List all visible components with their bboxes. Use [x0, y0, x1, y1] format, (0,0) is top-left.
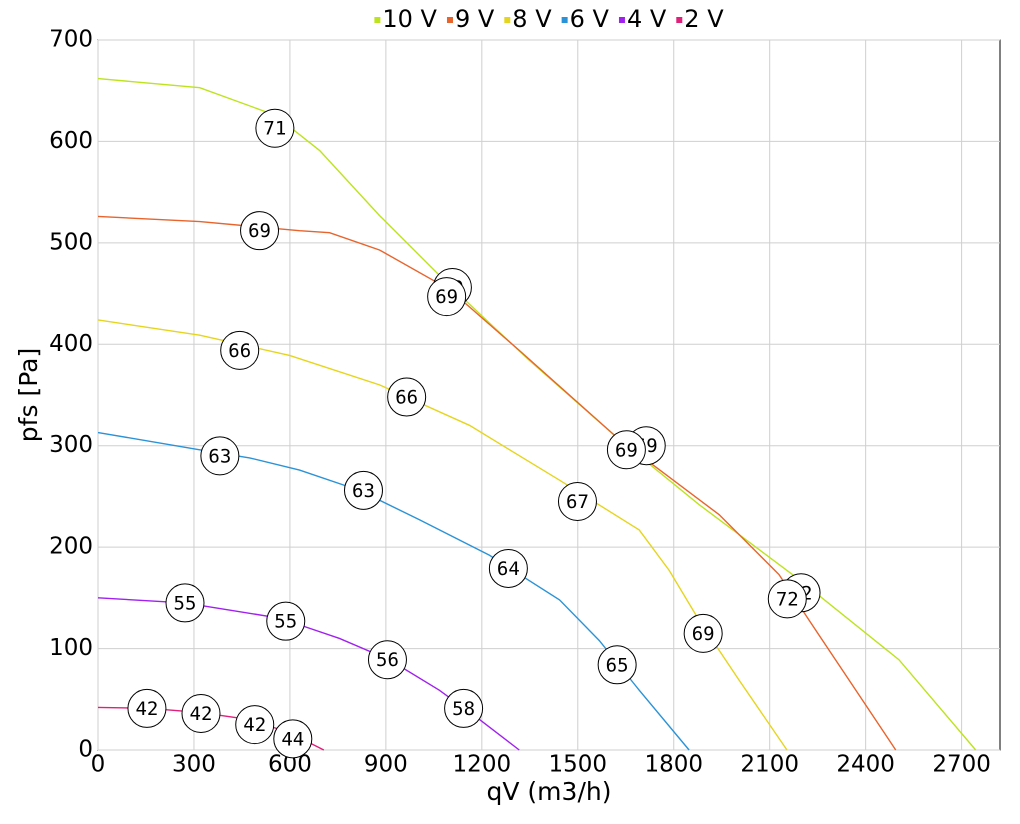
legend-label: 4 V [627, 5, 667, 33]
marker-circle [273, 719, 313, 759]
marker-label: 71 [263, 118, 286, 140]
marker-circle [181, 693, 221, 733]
legend-item: 10 V [374, 5, 438, 33]
marker-circle [200, 436, 240, 476]
marker-label: 56 [376, 649, 399, 671]
y-tick-label: 200 [49, 534, 93, 560]
legend-label: 2 V [684, 5, 724, 33]
y-tick-label: 500 [49, 229, 93, 255]
y-tick-label: 400 [49, 331, 93, 357]
legend-item: 4 V [618, 5, 667, 33]
marker-label: 67 [566, 491, 589, 513]
legend-swatch [374, 17, 381, 23]
marker-circle [127, 688, 167, 728]
marker-circle [444, 688, 484, 728]
legend-item: 6 V [561, 5, 610, 33]
y-tick-label: 700 [49, 27, 93, 53]
series-line [97, 319, 788, 751]
marker-label: 55 [174, 592, 197, 614]
marker-circle [367, 640, 407, 680]
marker-label: 63 [208, 445, 231, 467]
x-tick-label: 1800 [644, 752, 703, 778]
y-tick-label: 600 [49, 128, 93, 154]
marker-label: 66 [395, 387, 418, 409]
y-tick-label: 0 [78, 737, 93, 763]
grid [97, 39, 1000, 751]
legend-label: 6 V [570, 5, 610, 33]
marker-label: 66 [228, 340, 251, 362]
legend-swatch [561, 17, 568, 23]
marker-circle [240, 211, 280, 251]
marker-label: 55 [274, 611, 297, 633]
series-line [97, 597, 520, 751]
legend-swatch [618, 17, 625, 23]
series-line [97, 77, 977, 751]
marker-circle [597, 645, 637, 685]
marker-label: 63 [352, 480, 375, 502]
x-tick-label: 2400 [836, 752, 895, 778]
marker-circle [220, 330, 260, 370]
marker-circle [767, 579, 807, 619]
legend-label: 10 V [382, 5, 437, 33]
marker-label: 42 [190, 703, 213, 725]
legend-label: 8 V [512, 5, 552, 33]
marker-label: 69 [248, 220, 271, 242]
legend-swatch [446, 17, 453, 23]
marker-circle [606, 430, 646, 470]
marker-label: 65 [606, 654, 629, 676]
x-tick-label: 1200 [453, 752, 512, 778]
marker-circle [387, 377, 427, 417]
marker-label: 64 [497, 558, 520, 580]
marker-circle [165, 583, 205, 623]
marker-label: 58 [452, 698, 475, 720]
legend-label: 9 V [455, 5, 495, 33]
marker-circle [427, 277, 467, 317]
x-tick-label: 0 [91, 752, 106, 778]
y-tick-label: 100 [49, 635, 93, 661]
marker-label: 69 [692, 623, 715, 645]
x-tick-label: 300 [172, 752, 216, 778]
legend-item: 2 V [676, 5, 724, 33]
plot-frame [97, 39, 1001, 751]
legend-swatch [676, 17, 683, 23]
legend-swatch [504, 17, 511, 23]
y-axis-title: pfs [Pa] [14, 348, 43, 442]
marker-label: 69 [615, 439, 638, 461]
marker-circle [343, 470, 383, 510]
marker-label: 42 [135, 698, 158, 720]
marker-label: 69 [435, 286, 458, 308]
marker-circle [235, 705, 275, 745]
marker-circle [488, 548, 528, 588]
marker-label: 42 [243, 714, 266, 736]
y-tick-label: 300 [49, 432, 93, 458]
marker-circle [557, 482, 597, 521]
x-tick-label: 1500 [549, 752, 608, 778]
x-tick-label: 2700 [932, 752, 991, 778]
marker-circle [683, 613, 723, 653]
legend-item: 9 V [446, 5, 495, 33]
legend-item: 8 V [504, 5, 552, 33]
marker-label: 72 [776, 588, 799, 610]
marker-label: 44 [281, 728, 304, 750]
marker-circle [255, 108, 295, 148]
x-tick-label: 2100 [740, 752, 799, 778]
x-axis-title: qV (m3/h) [487, 777, 612, 806]
x-tick-label: 900 [364, 752, 408, 778]
legend: 10 V 9 V 8 V 6 V 4 V 2 V [374, 5, 724, 33]
marker-circle [266, 601, 306, 641]
series-line [97, 215, 897, 751]
